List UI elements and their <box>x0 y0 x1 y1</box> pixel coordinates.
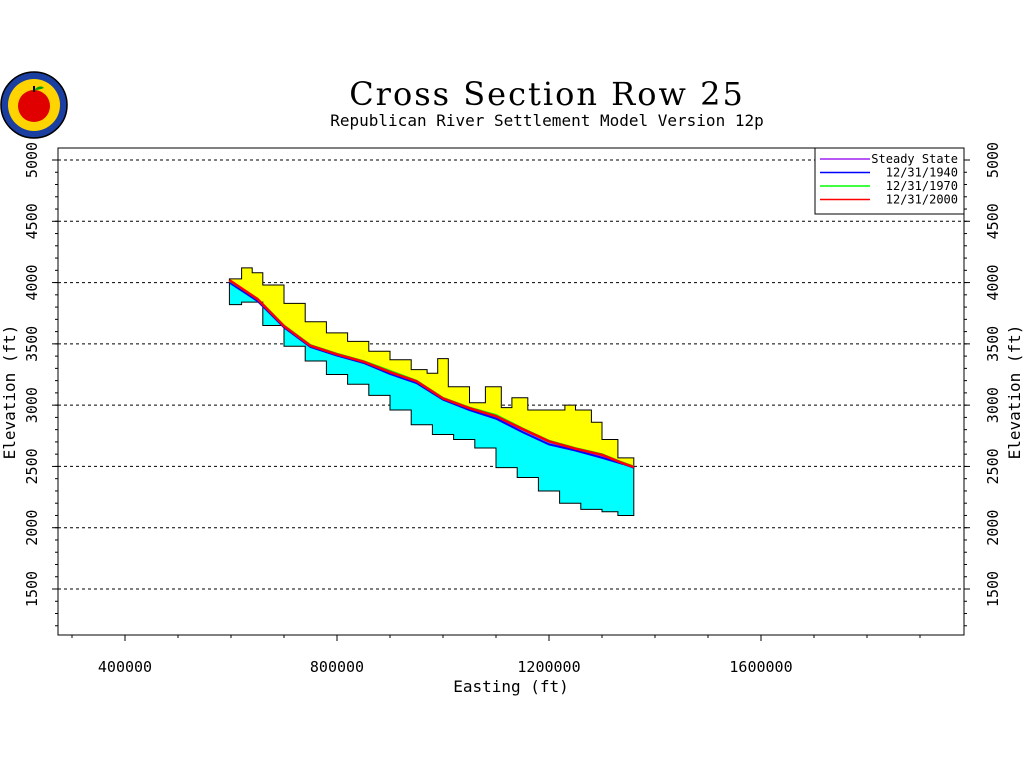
y-axis-label-left: Elevation (ft) <box>0 325 19 460</box>
y-tick-label-right-4000: 4000 <box>984 265 1002 301</box>
y-tick-label-right-3500: 3500 <box>984 326 1002 362</box>
y-tick-label-left-4500: 4500 <box>23 203 41 239</box>
y-axis-label-right: Elevation (ft) <box>1005 325 1024 460</box>
y-tick-label-left-3500: 3500 <box>23 326 41 362</box>
x-tick-label-1200000: 1200000 <box>517 658 580 676</box>
grid-lines <box>58 159 964 590</box>
x-tick-label-1600000: 1600000 <box>729 658 792 676</box>
chart-title: Cross Section Row 25 <box>349 75 745 113</box>
legend-label-2: 12/31/1970 <box>886 179 958 193</box>
y-tick-label-right-3000: 3000 <box>984 387 1002 423</box>
y-tick-label-right-5000: 5000 <box>984 142 1002 178</box>
state-seal-logo <box>0 71 68 139</box>
legend-label-0: Steady State <box>871 152 958 166</box>
y-tick-label-left-2000: 2000 <box>23 510 41 546</box>
unsaturated-zone-area <box>228 267 635 469</box>
axis-ticks: 1500 1500 2000 2000 2500 2500 3000 3000 3500 3500… <box>23 142 1002 676</box>
x-tick-label-800000: 800000 <box>310 658 364 676</box>
legend-label-3: 12/31/2000 <box>886 193 958 207</box>
water-level-lines <box>228 279 635 469</box>
y-tick-label-right-1500: 1500 <box>984 571 1002 607</box>
chart-subtitle: Republican River Settlement Model Versio… <box>330 111 763 130</box>
y-tick-label-left-5000: 5000 <box>23 142 41 178</box>
legend-label-1: 12/31/1940 <box>886 166 958 180</box>
series-line-3 <box>228 279 635 469</box>
y-tick-label-right-4500: 4500 <box>984 203 1002 239</box>
plot-frame <box>57 147 965 636</box>
y-tick-label-left-2500: 2500 <box>23 448 41 484</box>
legend: Steady State12/31/194012/31/197012/31/20… <box>814 147 965 215</box>
y-tick-label-right-2500: 2500 <box>984 448 1002 484</box>
x-axis-label: Easting (ft) <box>453 677 569 696</box>
y-tick-label-left-3000: 3000 <box>23 387 41 423</box>
x-tick-label-400000: 400000 <box>98 658 152 676</box>
y-tick-label-left-4000: 4000 <box>23 265 41 301</box>
y-tick-label-left-1500: 1500 <box>23 571 41 607</box>
y-tick-label-right-2000: 2000 <box>984 510 1002 546</box>
